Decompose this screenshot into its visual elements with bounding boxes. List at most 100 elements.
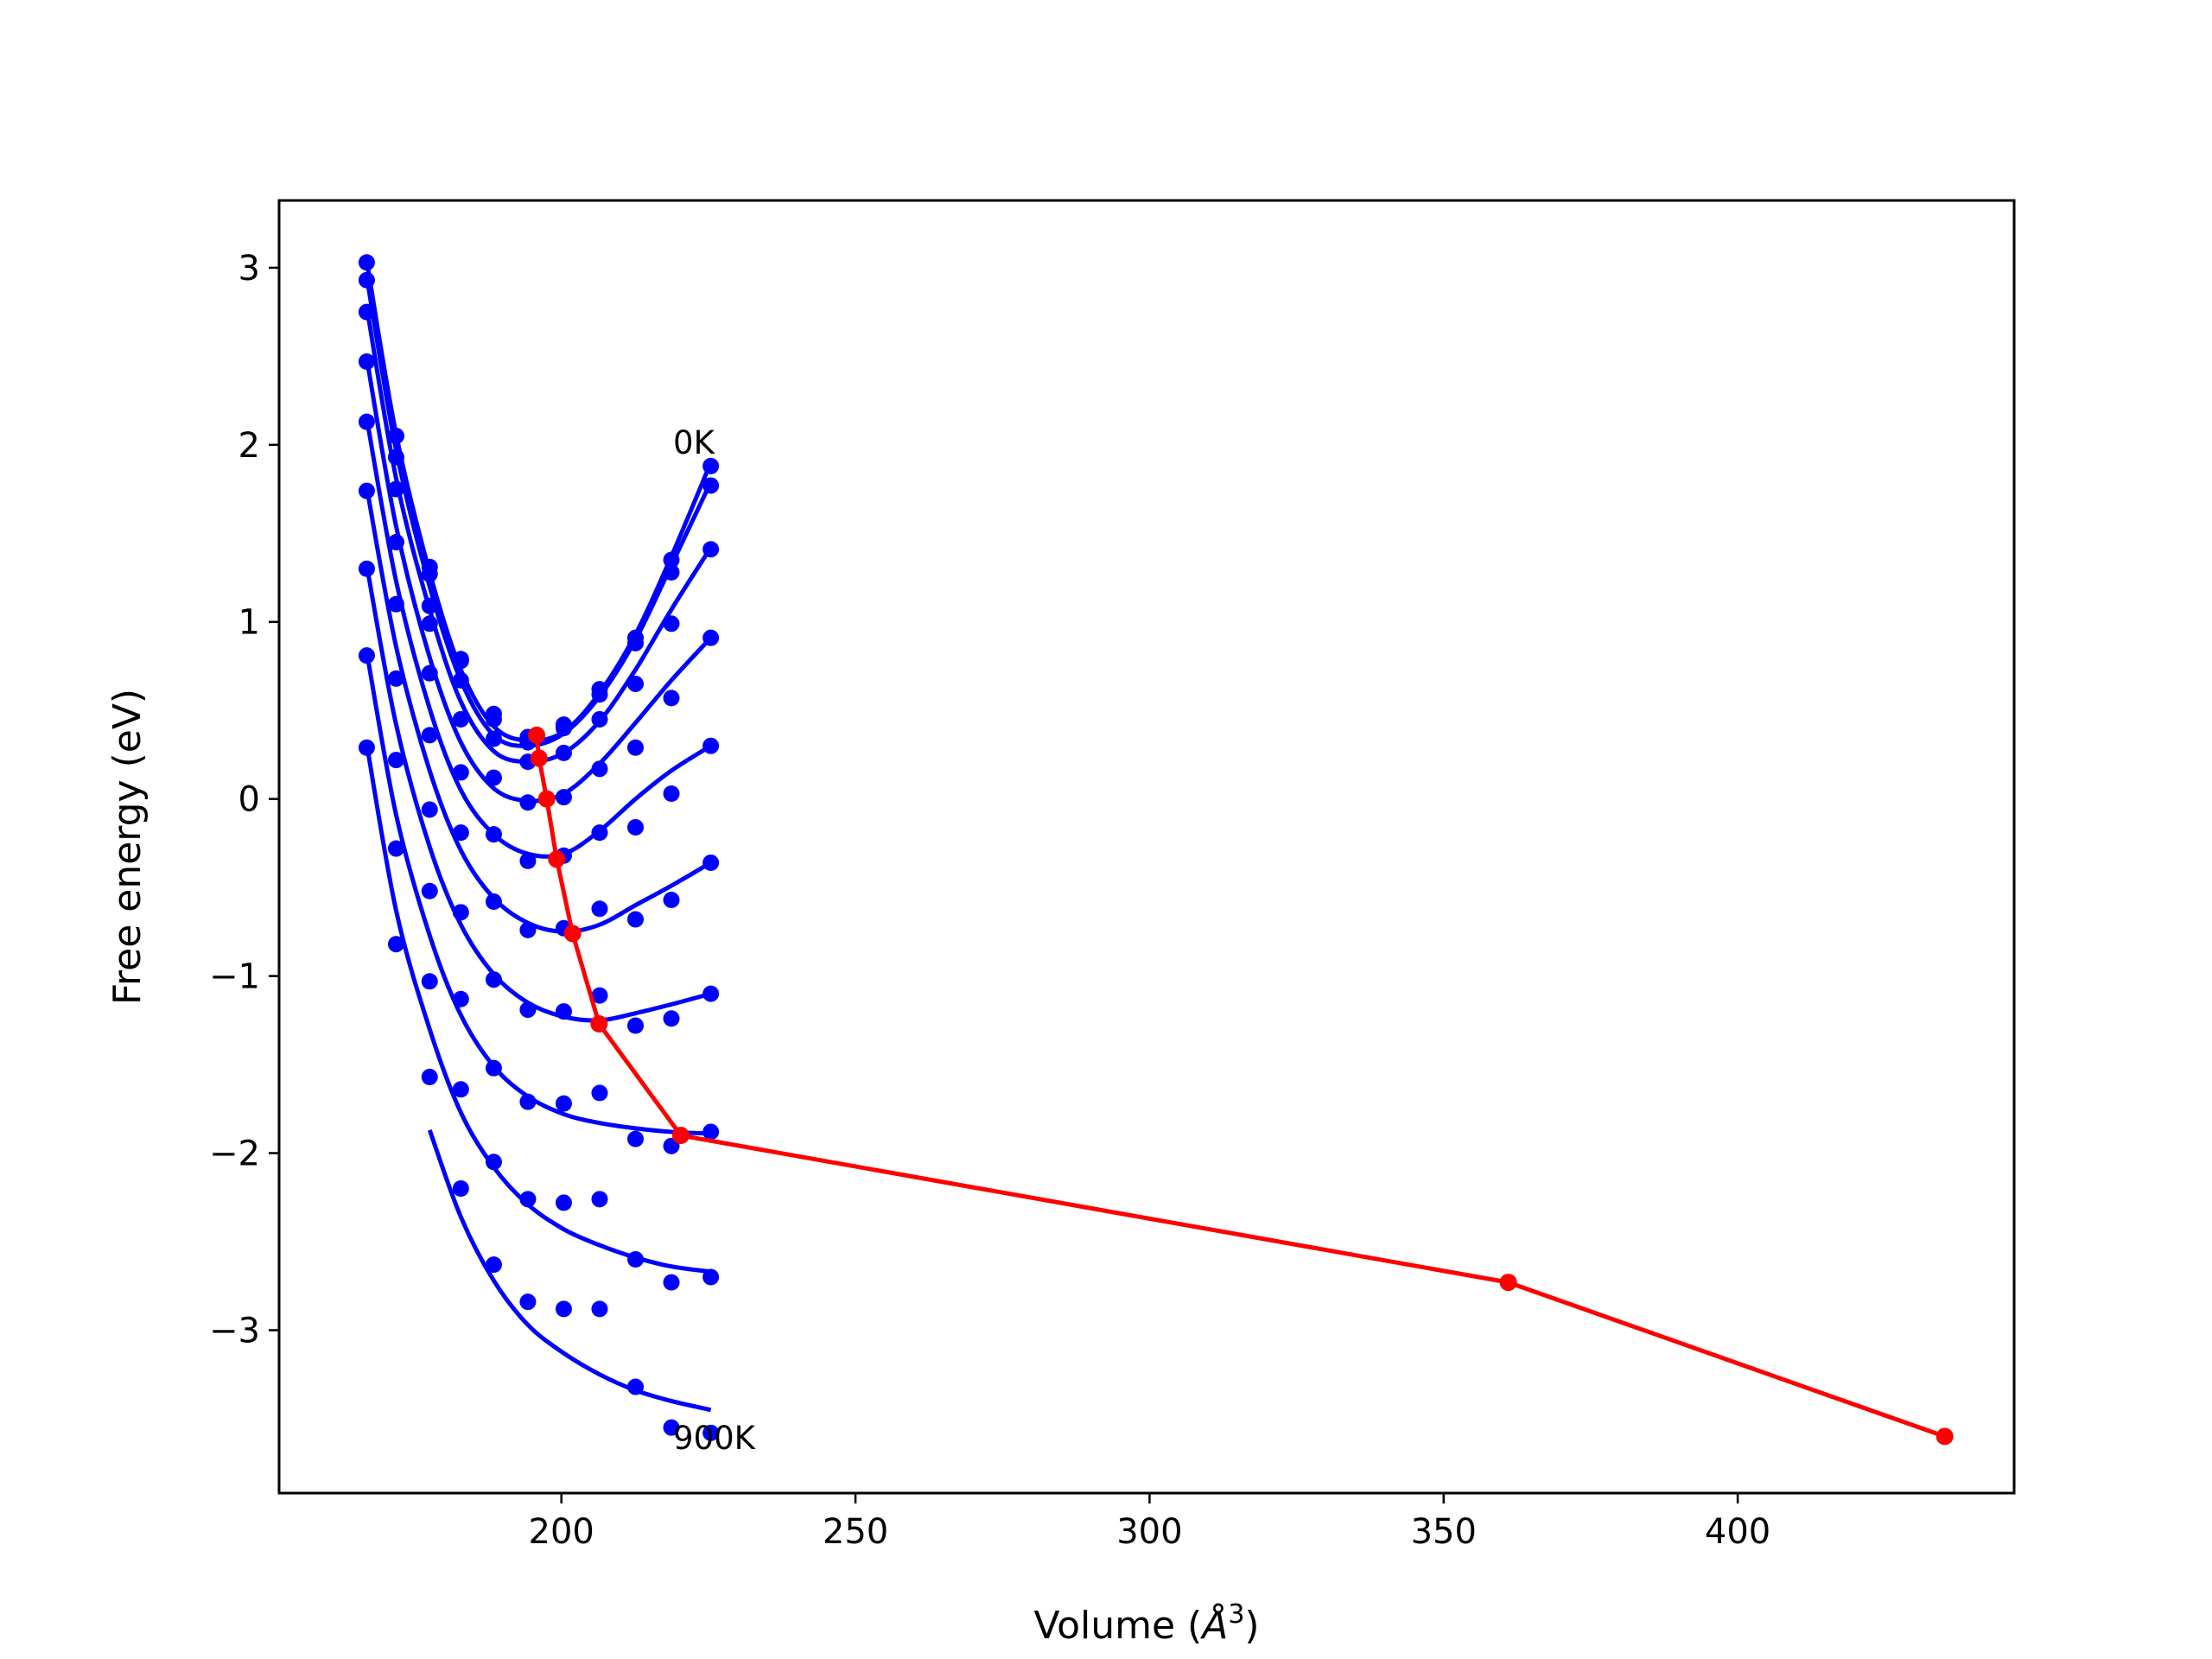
minimum-path-point-3: [548, 850, 566, 868]
isotherm-1-point-4: [485, 710, 502, 728]
isotherm-5-point-7: [591, 900, 608, 918]
x-tick-label-0: 200: [529, 1512, 594, 1552]
y-axis-label: Free energy (eV): [105, 689, 149, 1005]
isotherm-1-point-2: [421, 565, 438, 582]
isotherm-1-point-0: [358, 271, 375, 289]
isotherm-4-point-2: [421, 664, 438, 682]
minimum-path-point-8: [1936, 1427, 1954, 1446]
isotherm-3-point-7: [591, 760, 608, 778]
isotherm-6-point-8: [626, 1017, 644, 1034]
series-layer: [358, 254, 720, 1441]
x-tick-label-4: 400: [1705, 1512, 1770, 1552]
isotherm-9-point-4: [485, 1256, 502, 1274]
isotherm-4-point-3: [452, 764, 469, 781]
isotherm-4-point-4: [485, 826, 502, 843]
isotherm-8-point-1: [387, 936, 404, 953]
y-tick-label-1: 2: [238, 426, 260, 466]
y-tick-label-2: 1: [238, 603, 260, 643]
y-tick-label-0: 3: [238, 249, 260, 289]
isotherm-2-point-4: [485, 730, 502, 747]
isotherm-1-point-6: [555, 716, 572, 734]
x-axis-label-unit-exponent: 3: [1228, 1599, 1244, 1630]
isotherm-4-point-5: [519, 852, 537, 869]
isotherm-7-point-6: [555, 1095, 572, 1112]
y-tick-label-4: −1: [209, 957, 260, 997]
y-tick-label-3: 0: [238, 780, 260, 820]
isotherm-7-point-3: [452, 990, 469, 1007]
isotherm-9-point-9: [663, 1419, 680, 1436]
isotherm-3-point-6: [555, 789, 572, 806]
isotherm-8-point-8: [626, 1250, 644, 1268]
isotherm-4-point-7: [591, 824, 608, 842]
isotherm-fit-curve-1: [364, 276, 713, 748]
y-axis-ticks: 3 2 1 0 −1 −2 −3: [209, 249, 279, 1351]
minimum-path-layer: [528, 726, 1954, 1446]
isotherm-2-point-2: [421, 597, 438, 614]
annotation-layer: 0K 900K: [673, 424, 757, 1457]
isotherm-7-point-7: [591, 1084, 608, 1102]
isotherm-fit-curve-6: [364, 564, 712, 1023]
isotherm-8-point-2: [421, 973, 438, 990]
isotherm-8-point-7: [591, 1191, 608, 1208]
isotherm-7-point-0: [358, 647, 375, 664]
isotherm-fit-curve-2: [364, 306, 713, 765]
isotherm-5-point-9: [663, 891, 680, 908]
minimum-path-point-5: [590, 1014, 608, 1033]
isotherm-4-point-0: [358, 413, 375, 430]
isotherm-9-point-6: [555, 1300, 572, 1318]
isotherm-3-point-10: [702, 629, 720, 646]
isotherm-3-point-0: [358, 353, 375, 370]
isotherm-2-point-10: [702, 541, 720, 558]
isotherm-7-point-4: [485, 1059, 502, 1077]
isotherm-2-point-7: [591, 710, 608, 728]
x-tick-label-3: 350: [1411, 1512, 1477, 1552]
isotherm-4-point-10: [702, 737, 720, 754]
x-axis-label: Volume (Å3): [1033, 1599, 1259, 1648]
isotherm-5-point-10: [702, 854, 720, 871]
isotherm-9-point-10: [702, 1424, 720, 1441]
isotherm-5-point-0: [358, 482, 375, 499]
isotherm-6-point-2: [421, 801, 438, 818]
isotherm-6-point-6: [555, 1003, 572, 1020]
temperature-annotation-0: 0K: [673, 424, 716, 461]
isotherm-8-point-6: [555, 1194, 572, 1211]
isotherm-3-point-4: [485, 769, 502, 786]
isotherm-2-point-3: [452, 671, 469, 689]
isotherm-4-point-9: [663, 785, 680, 803]
isotherm-3-point-2: [421, 615, 438, 632]
isotherm-1-point-10: [702, 477, 720, 494]
x-axis-ticks: 200 250 300 350 400: [529, 1493, 1770, 1552]
isotherm-9-point-2: [421, 1068, 438, 1085]
minimum-path-point-1: [530, 749, 548, 767]
isotherm-6-point-0: [358, 560, 375, 577]
minimum-path-point-0: [528, 726, 546, 744]
isotherm-fit-curve-5: [364, 486, 712, 934]
isotherm-8-point-9: [663, 1274, 680, 1291]
x-tick-label-1: 250: [823, 1512, 888, 1552]
isotherm-9-point-8: [626, 1378, 644, 1395]
isotherm-4-point-1: [387, 595, 404, 613]
isotherm-5-point-3: [452, 824, 469, 842]
isotherm-6-point-1: [387, 752, 404, 769]
isotherm-1-point-7: [591, 686, 608, 703]
isotherm-3-point-5: [519, 794, 537, 811]
isotherm-2-point-1: [387, 480, 404, 498]
isotherm-9-point-7: [591, 1300, 608, 1318]
isotherm-3-point-8: [626, 739, 644, 756]
x-tick-label-2: 300: [1116, 1512, 1182, 1552]
isotherm-5-point-4: [485, 893, 502, 911]
y-tick-label-6: −3: [209, 1311, 260, 1351]
isotherm-0-point-0: [358, 254, 375, 271]
isotherm-7-point-10: [702, 1123, 720, 1141]
isotherm-fit-curve-9: [427, 1129, 712, 1413]
minimum-path-point-6: [671, 1127, 690, 1145]
isotherm-2-point-8: [626, 675, 644, 692]
isotherm-3-point-1: [387, 534, 404, 551]
isotherm-6-point-5: [519, 1001, 537, 1019]
isotherm-3-point-9: [663, 690, 680, 707]
isotherm-7-point-2: [421, 882, 438, 899]
isotherm-8-point-10: [702, 1268, 720, 1286]
isotherm-9-point-5: [519, 1294, 537, 1311]
